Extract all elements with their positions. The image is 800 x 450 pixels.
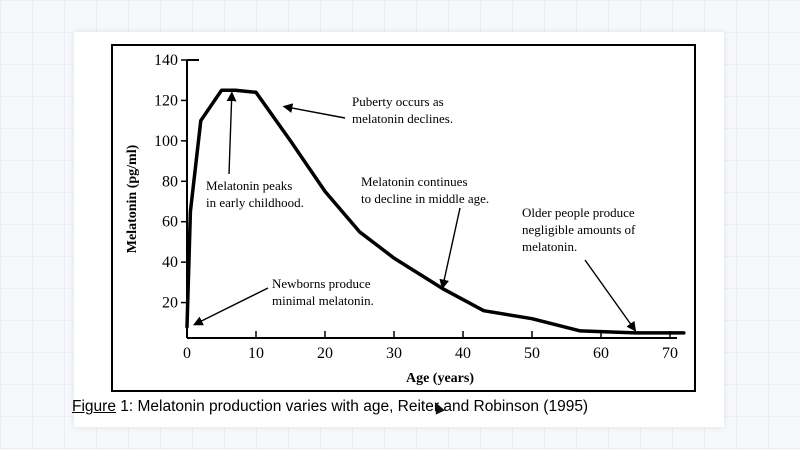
annotation-arrow [282,103,346,119]
annotation-arrow [193,287,269,326]
x-tick-label: 0 [183,345,191,362]
annotation-arrow [226,91,237,175]
annotation-arrow [439,207,461,290]
figure-caption: Figure 1: Melatonin production varies wi… [72,398,732,416]
annotation-middle-age: Melatonin continues to decline in middle … [361,174,489,290]
x-tick-label: 70 [662,345,678,362]
annotation-text: to decline in middle age. [361,191,489,206]
caption-text: 1: Melatonin production varies with age,… [115,398,589,415]
annotation-text: Newborns produce [272,276,371,291]
annotation-text: melatonin declines. [352,111,453,126]
annotation-text: Older people produce [522,205,635,220]
annotation-arrow [584,259,637,332]
annotation-puberty: Puberty occurs as melatonin declines. [282,94,453,126]
x-tick-label: 50 [524,345,540,362]
caption-prefix: Figure [72,398,116,415]
annotation-text: negligible amounts of [522,222,636,237]
annotation-peak: Melatonin peaks in early childhood. [206,91,304,210]
annotations: Puberty occurs as melatonin declines. Mela… [193,91,637,332]
y-tick-label: 80 [162,173,178,190]
x-ticks: 0 10 20 30 40 50 60 70 [183,331,678,362]
y-tick-label: 60 [162,214,178,231]
annotation-text: melatonin. [522,239,577,254]
y-tick-label: 120 [154,92,178,109]
annotation-older: Older people produce negligible amounts o… [522,205,637,332]
chart-frame [111,44,696,392]
x-tick-label: 10 [248,345,264,362]
x-tick-label: 60 [593,345,609,362]
series-line-melatonin [185,88,686,335]
annotation-text: in early childhood. [206,195,304,210]
y-tick-label: 40 [162,254,178,271]
y-tick-label: 100 [154,133,178,150]
annotation-text: Melatonin peaks [206,178,292,193]
annotation-text: minimal melatonin. [272,293,374,308]
annotation-text: Puberty occurs as [352,94,444,109]
annotation-newborns: Newborns produce minimal melatonin. [193,276,374,326]
annotation-text: Melatonin continues [361,174,468,189]
x-axis-label: Age (years) [406,371,474,386]
x-tick-label: 40 [455,345,471,362]
x-tick-label: 20 [317,345,333,362]
y-ticks: 20 40 60 80 100 120 140 [154,52,187,312]
x-tick-label: 30 [386,345,402,362]
y-tick-label: 140 [154,52,178,69]
y-axis-label: Melatonin (pg/ml) [125,144,140,253]
y-tick-label: 20 [162,295,178,312]
